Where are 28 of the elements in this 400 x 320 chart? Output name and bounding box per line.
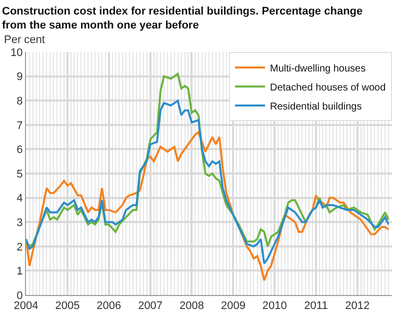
y-tick-label: 7 bbox=[16, 120, 23, 132]
x-tick-label: 2011 bbox=[304, 300, 328, 312]
y-tick-label: 3 bbox=[16, 216, 23, 229]
y-tick-label: 4 bbox=[16, 192, 23, 205]
x-tick-label: 2007 bbox=[138, 300, 163, 312]
chart-title: Construction cost index for residential buildings. Percentage change from the same month one year before bbox=[2, 5, 363, 32]
x-tick-label: 2006 bbox=[96, 300, 122, 312]
y-tick-label: 8 bbox=[16, 95, 23, 108]
x-tick-label: 2010 bbox=[262, 300, 287, 312]
x-tick-label: 2005 bbox=[55, 300, 80, 312]
legend-label: Residential buildings bbox=[270, 101, 362, 112]
y-tick-label: 5 bbox=[16, 168, 23, 180]
x-tick-label: 2008 bbox=[179, 300, 204, 312]
y-tick-label: 2 bbox=[16, 241, 23, 254]
legend-label: Detached houses of wood bbox=[270, 82, 386, 94]
y-axis-title: Per cent bbox=[4, 34, 45, 46]
y-tick-label: 10 bbox=[10, 46, 23, 59]
y-tick-label: 6 bbox=[16, 144, 23, 156]
line-series bbox=[26, 100, 390, 264]
legend-label: Multi-dwelling houses bbox=[270, 63, 366, 74]
y-tick-label: 9 bbox=[16, 71, 23, 84]
x-tick-label: 2009 bbox=[220, 300, 246, 312]
y-tick-label: 1 bbox=[16, 266, 23, 278]
line-series bbox=[26, 72, 390, 248]
x-tick-label: 2012 bbox=[345, 300, 370, 312]
line-series bbox=[26, 131, 390, 282]
x-tick-label: 2004 bbox=[14, 300, 38, 312]
y-tick-label: 0 bbox=[16, 290, 23, 302]
